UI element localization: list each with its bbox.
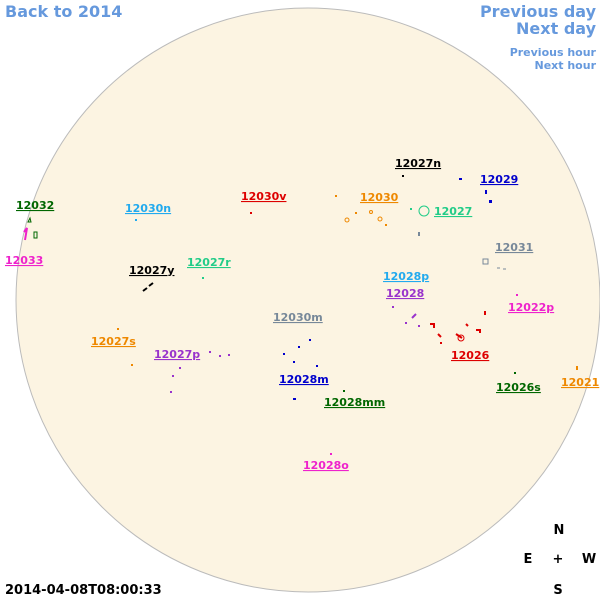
region-label[interactable]: 12030v: [241, 190, 287, 203]
region-label[interactable]: 12028mm: [324, 396, 385, 409]
compass-center: +: [553, 552, 564, 567]
region-label[interactable]: 12021: [561, 376, 599, 389]
region-label[interactable]: 12028: [386, 287, 424, 300]
region-label[interactable]: 12031: [495, 241, 533, 254]
compass-east: E: [524, 552, 533, 567]
region-label[interactable]: 12026s: [496, 381, 541, 394]
timestamp: 2014-04-08T08:00:33: [5, 583, 162, 598]
region-label[interactable]: 12027s: [91, 335, 136, 348]
region-label[interactable]: 12027p: [154, 348, 200, 361]
region-label[interactable]: 12030m: [273, 311, 323, 324]
region-label[interactable]: 12027: [434, 205, 472, 218]
spots: [23, 175, 578, 455]
region-label[interactable]: 12026: [451, 349, 490, 362]
region-label[interactable]: 12030n: [125, 202, 171, 215]
solar-disk: [15, 7, 600, 593]
region-label[interactable]: 12027y: [129, 264, 174, 277]
previous-day-link[interactable]: Previous day: [480, 2, 597, 21]
region-label[interactable]: 12028o: [303, 459, 349, 472]
region-label[interactable]: 12028p: [383, 270, 429, 283]
compass-south: S: [553, 583, 562, 598]
region-label[interactable]: 12032: [16, 199, 54, 212]
next-hour-link[interactable]: Next hour: [535, 59, 597, 72]
region-labels: 12027n 12029 12032 12030n 12030v 12030 1…: [5, 157, 599, 472]
compass-west: W: [582, 552, 596, 567]
region-label[interactable]: 12033: [5, 254, 43, 267]
region-label[interactable]: 12029: [480, 173, 518, 186]
previous-hour-link[interactable]: Previous hour: [510, 46, 597, 59]
region-label[interactable]: 12022p: [508, 301, 554, 314]
back-link[interactable]: Back to 2014: [5, 2, 122, 21]
region-label[interactable]: 12027r: [187, 256, 231, 269]
region-label[interactable]: 12028m: [279, 373, 329, 386]
next-day-link[interactable]: Next day: [516, 19, 597, 38]
compass-north: N: [554, 523, 565, 538]
region-label[interactable]: 12030: [360, 191, 399, 204]
region-label[interactable]: 12027n: [395, 157, 441, 170]
